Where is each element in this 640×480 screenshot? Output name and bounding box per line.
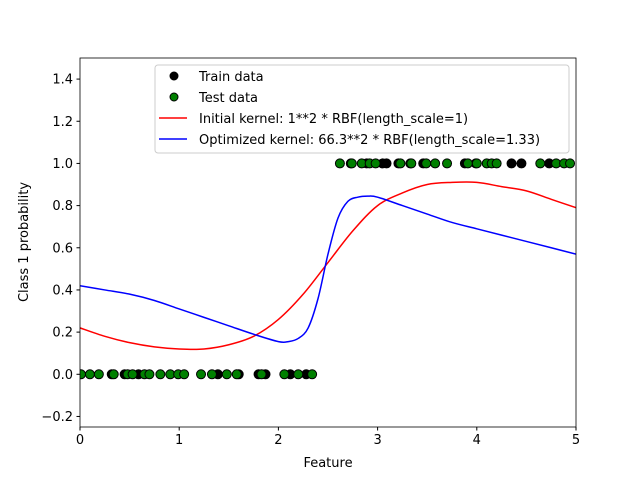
legend-label-test: Test data [198,91,258,106]
legend-label-train: Train data [198,70,264,85]
legend-label-initial: Initial kernel: 1**2 * RBF(length_scale=… [199,112,468,127]
test-point [307,369,318,380]
test-point [430,158,441,169]
test-point [471,158,482,169]
y-tick-label: 0.0 [52,368,73,383]
y-tick-label: 0.8 [52,199,73,214]
test-point [179,369,190,380]
y-tick-label: 1.4 [52,73,73,88]
legend-box [154,64,570,154]
test-point [256,369,267,380]
test-point [84,369,95,380]
x-tick-label: 1 [175,433,183,448]
y-axis-label: Class 1 probability [17,182,32,302]
axes-frame [79,57,577,428]
x-tick-label: 0 [76,433,84,448]
test-point [442,158,453,169]
test-point [565,158,576,169]
y-tick-label: −0.2 [41,410,73,425]
test-point [279,369,290,380]
test-point [395,158,406,169]
test-point [293,369,304,380]
test-point [334,158,345,169]
plot-area [80,158,576,380]
test-point [406,158,417,169]
x-tick-label: 5 [572,433,580,448]
test-point [144,369,155,380]
test-point [221,369,232,380]
initial-kernel-line [80,181,576,351]
legend-marker-test [169,92,179,102]
legend-label-optimized: Optimized kernel: 66.3**2 * RBF(length_s… [199,133,540,148]
y-tick-label: 1.0 [52,157,73,172]
optimized-kernel-line [80,195,576,344]
x-tick-label: 3 [373,433,381,448]
train-point [516,158,527,169]
y-tick-label: 0.6 [52,241,73,256]
axes: 0 1 2 3 4 5 −0.2 0.0 0.2 0.4 0.6 0.8 1.0 1.2 1.4 [41,57,580,448]
y-tick-label: 1.2 [52,115,73,130]
test-point [231,369,242,380]
x-tick-label: 2 [274,433,282,448]
test-point [370,158,381,169]
test-point [93,369,104,380]
test-point [535,158,546,169]
train-point [506,158,517,169]
test-point [108,369,119,380]
test-point [462,158,473,169]
test-point [155,369,166,380]
test-point [421,158,432,169]
y-tick-label: 0.4 [52,283,73,298]
x-axis-label: Feature [303,456,352,471]
test-point [346,158,357,169]
test-point [127,369,138,380]
test-point [196,369,207,380]
test-point [206,369,217,380]
x-tick-label: 4 [473,433,481,448]
test-point [491,158,502,169]
train-point [381,158,392,169]
y-tick-label: 0.2 [52,326,73,341]
legend-marker-train [169,71,179,81]
legend: Train data Test data Initial kernel: 1**… [154,64,570,154]
